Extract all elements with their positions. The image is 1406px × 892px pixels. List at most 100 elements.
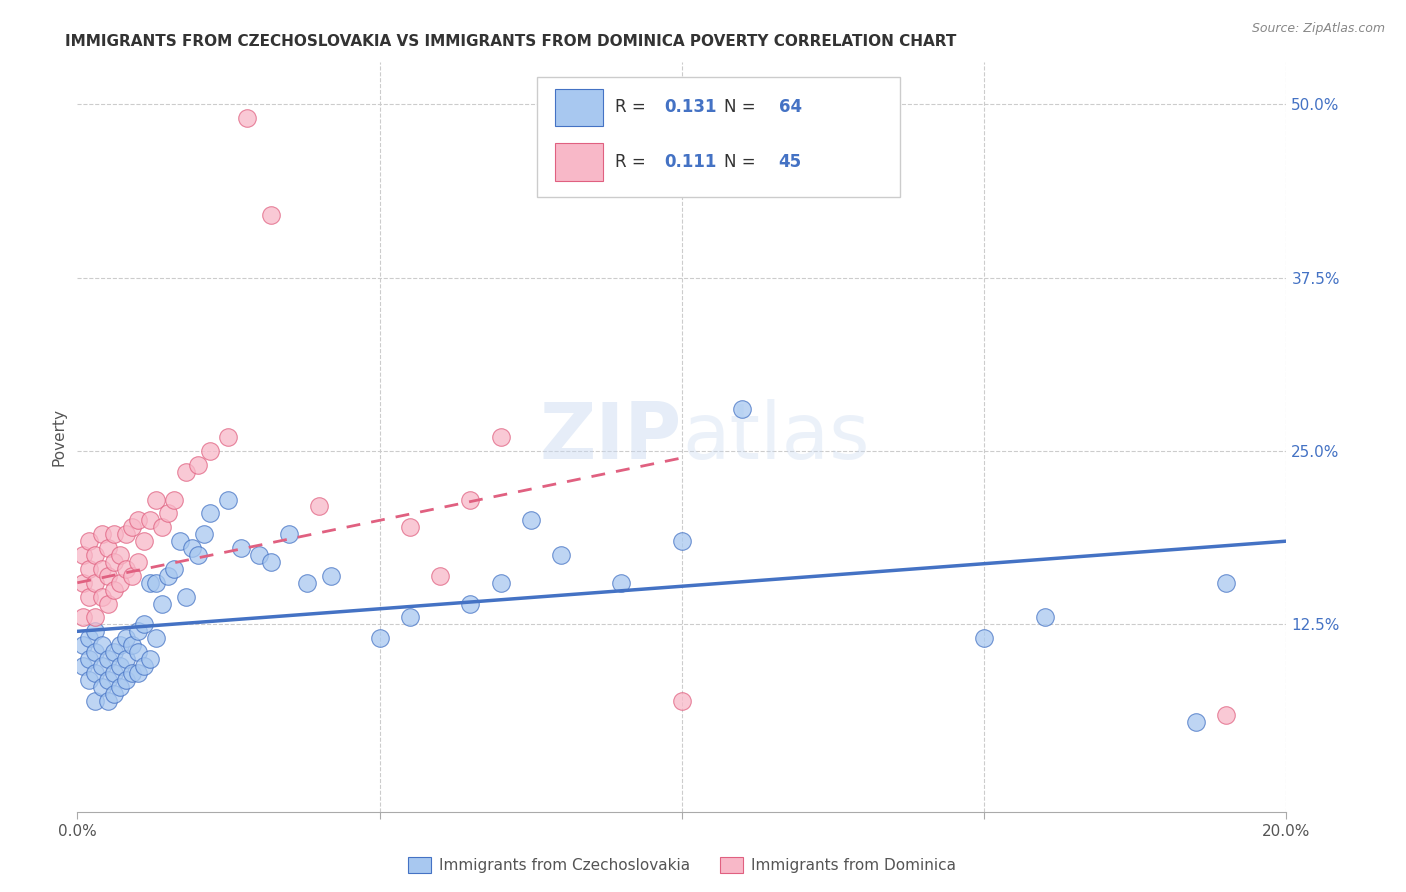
Point xyxy=(187,548,209,562)
Point xyxy=(399,520,422,534)
Point xyxy=(84,694,107,708)
Point xyxy=(90,680,112,694)
Point xyxy=(127,645,149,659)
Point xyxy=(84,610,107,624)
Text: 64: 64 xyxy=(779,98,801,116)
Point xyxy=(139,513,162,527)
Point xyxy=(458,597,481,611)
Point xyxy=(72,659,94,673)
Point xyxy=(103,582,125,597)
Point xyxy=(973,632,995,646)
Bar xyxy=(555,88,603,126)
Point xyxy=(260,555,283,569)
Point xyxy=(174,465,197,479)
Text: Source: ZipAtlas.com: Source: ZipAtlas.com xyxy=(1251,22,1385,36)
Point xyxy=(145,492,167,507)
Point xyxy=(139,575,162,590)
Point xyxy=(127,665,149,680)
Point xyxy=(72,575,94,590)
Point xyxy=(84,575,107,590)
Point xyxy=(145,632,167,646)
Point xyxy=(489,575,512,590)
Point xyxy=(96,569,118,583)
Point xyxy=(96,541,118,555)
Point xyxy=(458,492,481,507)
Point xyxy=(218,492,240,507)
Point xyxy=(79,590,101,604)
Point xyxy=(121,520,143,534)
Point xyxy=(218,430,240,444)
Point xyxy=(108,548,131,562)
Point xyxy=(278,527,301,541)
Point xyxy=(247,548,270,562)
Point xyxy=(127,513,149,527)
Point xyxy=(308,500,330,514)
Point xyxy=(72,548,94,562)
Point xyxy=(150,597,173,611)
Text: 0.131: 0.131 xyxy=(664,98,716,116)
Point xyxy=(121,569,143,583)
Point xyxy=(90,659,112,673)
Point xyxy=(96,673,118,687)
Text: atlas: atlas xyxy=(682,399,869,475)
Point xyxy=(103,645,125,659)
Point xyxy=(96,694,118,708)
Point xyxy=(163,492,186,507)
Point xyxy=(103,527,125,541)
Point xyxy=(163,562,186,576)
Point xyxy=(79,562,101,576)
Point xyxy=(103,665,125,680)
Point xyxy=(1215,707,1237,722)
Point xyxy=(295,575,318,590)
Point xyxy=(103,555,125,569)
Point xyxy=(671,534,693,549)
Text: 0.111: 0.111 xyxy=(664,153,716,171)
Point xyxy=(132,659,155,673)
Point xyxy=(174,590,197,604)
Point xyxy=(108,638,131,652)
Point xyxy=(127,555,149,569)
Point xyxy=(108,659,131,673)
Point xyxy=(79,673,101,687)
Text: R =: R = xyxy=(616,153,651,171)
Point xyxy=(84,645,107,659)
Y-axis label: Poverty: Poverty xyxy=(51,408,66,467)
Point xyxy=(79,652,101,666)
Point xyxy=(489,430,512,444)
Point xyxy=(84,624,107,639)
Text: R =: R = xyxy=(616,98,651,116)
Point xyxy=(229,541,252,555)
Point xyxy=(72,638,94,652)
Point xyxy=(121,638,143,652)
Point xyxy=(114,673,136,687)
Point xyxy=(108,680,131,694)
Point xyxy=(127,624,149,639)
Point xyxy=(139,652,162,666)
Point xyxy=(429,569,451,583)
Point xyxy=(1184,714,1206,729)
Point xyxy=(671,694,693,708)
Point xyxy=(96,597,118,611)
Point xyxy=(90,527,112,541)
Point xyxy=(114,652,136,666)
Point xyxy=(187,458,209,472)
Text: N =: N = xyxy=(724,153,761,171)
Point xyxy=(157,569,180,583)
Point xyxy=(520,513,543,527)
Point xyxy=(321,569,343,583)
Point xyxy=(193,527,215,541)
Text: 45: 45 xyxy=(779,153,801,171)
Text: ZIP: ZIP xyxy=(540,399,682,475)
Point xyxy=(1033,610,1056,624)
Point xyxy=(399,610,422,624)
Point xyxy=(72,610,94,624)
Bar xyxy=(555,144,603,181)
Point xyxy=(150,520,173,534)
Point xyxy=(108,575,131,590)
Point xyxy=(610,575,633,590)
Point xyxy=(121,665,143,680)
Point xyxy=(368,632,391,646)
Point xyxy=(79,534,101,549)
Point xyxy=(90,590,112,604)
Point xyxy=(169,534,191,549)
